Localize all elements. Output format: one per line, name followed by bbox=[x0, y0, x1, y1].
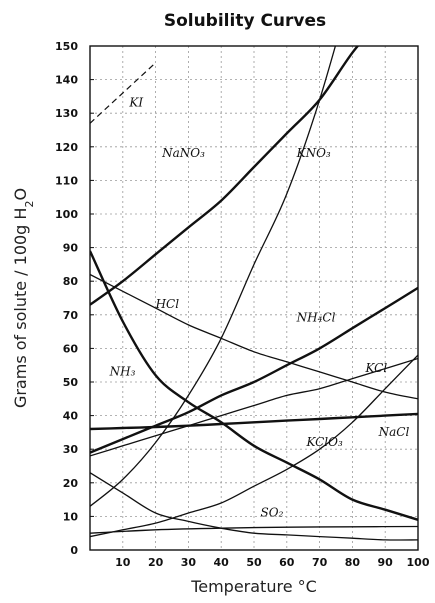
y-tick-label: 150 bbox=[55, 40, 78, 53]
x-tick-label: 40 bbox=[214, 556, 230, 569]
y-tick-label: 100 bbox=[55, 208, 78, 221]
curve-label: NaNO₃ bbox=[161, 146, 205, 160]
y-tick-label: 20 bbox=[63, 477, 79, 490]
x-tick-label: 50 bbox=[246, 556, 262, 569]
chart-series bbox=[90, 46, 418, 541]
y-tick-label: 90 bbox=[63, 242, 79, 255]
curve-label: KI bbox=[128, 95, 143, 109]
curve-label: HCl bbox=[155, 297, 180, 311]
y-tick-label: 10 bbox=[63, 510, 79, 523]
series-line-kno3 bbox=[90, 46, 337, 507]
series-line-nh4cl bbox=[90, 286, 418, 454]
y-axis-label: Grams of solute / 100g H2O bbox=[11, 188, 36, 408]
curve-label: SO₂ bbox=[261, 505, 284, 519]
y-tick-label: 0 bbox=[70, 544, 78, 557]
x-axis-label: Temperature °C bbox=[190, 577, 317, 596]
curve-label: NaCl bbox=[378, 425, 410, 439]
series-line-hcl bbox=[90, 273, 418, 400]
y-tick-label: 40 bbox=[63, 410, 79, 423]
curve-labels: KI NaNO₃ KNO₃ HCl NH₄Cl KCl NH₃ NaCl KClO₃ SO₂ bbox=[109, 95, 410, 519]
x-tick-label: 60 bbox=[279, 556, 295, 569]
y-tick-label: 30 bbox=[63, 443, 79, 456]
x-tick-label: 90 bbox=[378, 556, 394, 569]
x-tick-label: 70 bbox=[312, 556, 328, 569]
y-tick-label: 140 bbox=[55, 74, 78, 87]
series-line-kcl bbox=[90, 357, 418, 457]
series-line-nacl bbox=[90, 412, 418, 431]
curve-label: NH₄Cl bbox=[296, 311, 336, 325]
series-line-nh3 bbox=[90, 250, 418, 521]
curve-label: KNO₃ bbox=[296, 146, 331, 160]
series-line-ki bbox=[90, 62, 157, 124]
x-tick-label: 20 bbox=[148, 556, 164, 569]
y-tick-label: 80 bbox=[63, 275, 79, 288]
x-tick-label: 80 bbox=[345, 556, 361, 569]
series-line-flat bbox=[90, 525, 418, 534]
curve-label: KClO₃ bbox=[305, 435, 343, 449]
y-tick-label: 70 bbox=[63, 309, 79, 322]
y-tick-label: 110 bbox=[55, 174, 78, 187]
x-tick-labels: 10 20 30 40 50 60 70 80 90 100 bbox=[115, 556, 430, 569]
plot-frame bbox=[89, 45, 419, 551]
series-line-kclo3 bbox=[90, 354, 418, 538]
series-line-so2 bbox=[90, 472, 418, 541]
y-tick-label: 50 bbox=[63, 376, 79, 389]
curve-label: KCl bbox=[365, 361, 388, 375]
x-tick-label: 30 bbox=[181, 556, 197, 569]
y-tick-label: 60 bbox=[63, 342, 79, 355]
curve-label: NH₃ bbox=[109, 364, 136, 378]
y-tick-label: 120 bbox=[55, 141, 78, 154]
x-tick-label: 100 bbox=[407, 556, 430, 569]
series-line-nano3 bbox=[90, 46, 360, 306]
y-tick-label: 130 bbox=[55, 107, 78, 120]
x-tick-label: 10 bbox=[115, 556, 131, 569]
chart-grid bbox=[90, 46, 418, 550]
chart-title: Solubility Curves bbox=[164, 11, 326, 31]
y-tick-labels: 0 10 20 30 40 50 60 70 80 90 100 110 120 130 140 150 bbox=[55, 40, 94, 557]
